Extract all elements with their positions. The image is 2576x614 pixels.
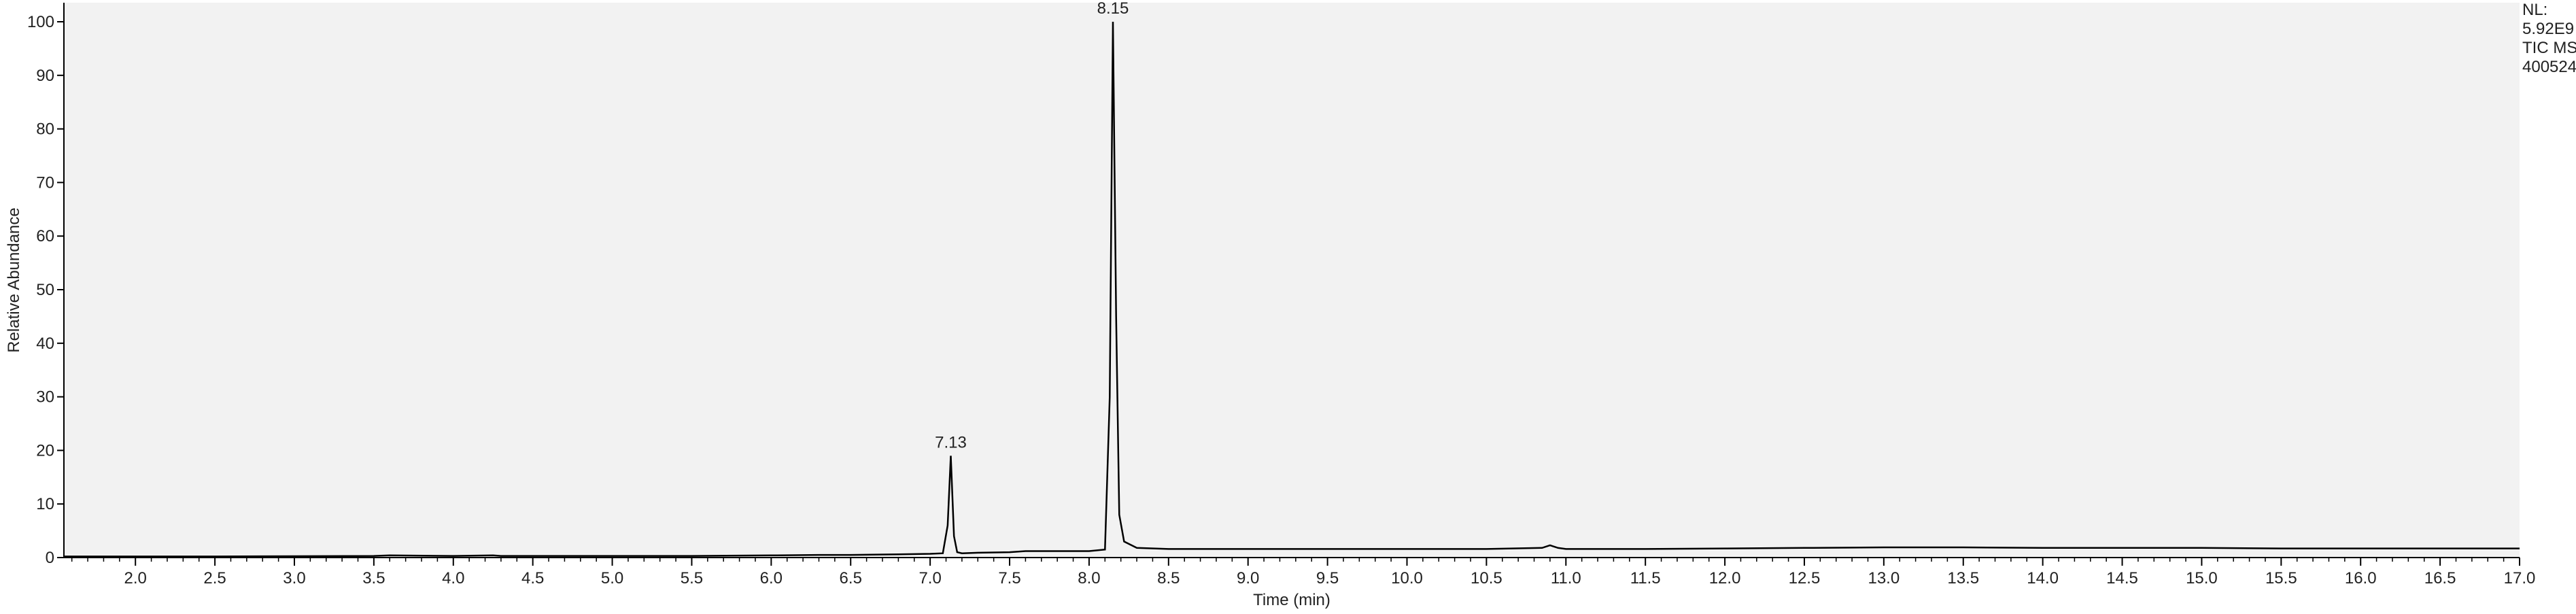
x-tick-label: 9.5 (1316, 569, 1339, 587)
x-tick-label: 2.0 (124, 569, 147, 587)
x-tick-label: 5.0 (601, 569, 623, 587)
y-tick-label: 0 (46, 549, 54, 567)
x-tick-label: 7.5 (998, 569, 1020, 587)
x-tick-label: 12.0 (1709, 569, 1741, 587)
x-tick-label: 14.5 (2106, 569, 2138, 587)
x-tick-label: 14.0 (2027, 569, 2059, 587)
y-tick-label: 40 (36, 335, 54, 353)
y-tick-label: 50 (36, 281, 54, 299)
y-tick-label: 100 (27, 13, 54, 31)
x-tick-label: 15.0 (2186, 569, 2218, 587)
x-tick-label: 10.0 (1391, 569, 1423, 587)
x-tick-label: 3.0 (283, 569, 305, 587)
x-tick-label: 11.0 (1551, 569, 1581, 587)
x-tick-label: 8.5 (1157, 569, 1180, 587)
info-line-4: 400524 (2522, 58, 2576, 76)
x-tick-label: 16.0 (2345, 569, 2377, 587)
x-tick-label: 6.0 (760, 569, 783, 587)
x-tick-label: 2.5 (203, 569, 226, 587)
x-tick-label: 8.0 (1078, 569, 1100, 587)
x-axis-ticks: 2.0 2.5 3.0 3.5 4.0 4.5 5.0 5.5 6.0 6.5 7.0 7.5 8.0 8… (71, 558, 2536, 587)
x-tick-label: 9.0 (1237, 569, 1259, 587)
x-tick-label: 4.5 (521, 569, 544, 587)
x-tick-label: 13.5 (1947, 569, 1979, 587)
info-line-1: NL: (2522, 1, 2547, 19)
y-tick-label: 70 (36, 173, 54, 192)
info-line-3: TIC MS (2522, 39, 2576, 57)
x-tick-label: 13.0 (1868, 569, 1900, 587)
x-tick-label: 16.5 (2424, 569, 2456, 587)
y-tick-label: 90 (36, 67, 54, 85)
y-axis-ticks: 0 10 20 30 40 50 60 70 80 90 100 (27, 13, 64, 567)
x-axis-title: Time (min) (1253, 591, 1330, 609)
x-tick-label: 10.5 (1471, 569, 1502, 587)
peak-label: 7.13 (935, 433, 967, 451)
info-line-2: 5.92E9 (2522, 20, 2574, 38)
y-tick-label: 10 (36, 495, 54, 513)
scan-info: NL: 5.92E9 TIC MS 400524 (2522, 1, 2576, 76)
y-tick-label: 80 (36, 120, 54, 139)
x-tick-label: 4.0 (442, 569, 464, 587)
x-tick-label: 12.5 (1789, 569, 1821, 587)
peak-labels: 7.13 8.15 (935, 0, 1129, 451)
x-tick-label: 3.5 (362, 569, 385, 587)
tic-trace-line (64, 21, 2520, 558)
y-tick-label: 60 (36, 227, 54, 245)
peak-label: 8.15 (1097, 0, 1129, 18)
x-tick-label: 5.5 (681, 569, 703, 587)
y-tick-label: 20 (36, 441, 54, 460)
plot-background (64, 3, 2520, 558)
x-tick-label: 11.5 (1630, 569, 1661, 587)
x-tick-label: 15.5 (2265, 569, 2297, 587)
y-axis-title: Relative Abundance (5, 207, 23, 353)
y-tick-label: 30 (36, 388, 54, 407)
x-tick-label: 7.0 (918, 569, 941, 587)
x-tick-label: 17.0 (2504, 569, 2536, 587)
x-tick-label: 6.5 (840, 569, 862, 587)
